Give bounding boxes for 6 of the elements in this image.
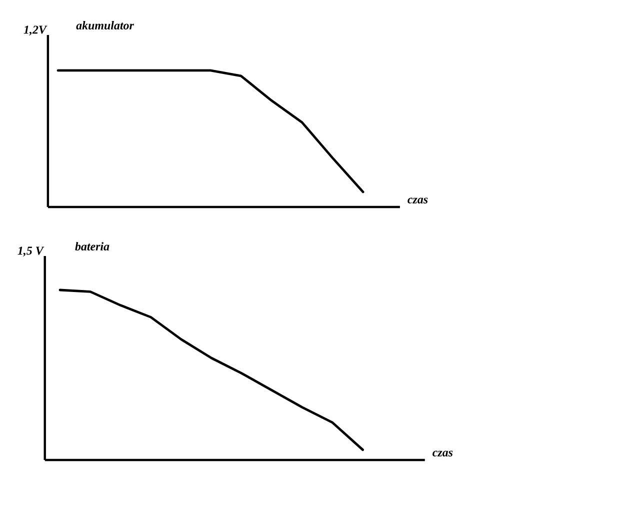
chart-title: bateria	[75, 242, 110, 251]
y-axis-title: 1,2V	[24, 26, 48, 36]
y-axis-title: 1,5 V	[18, 246, 44, 256]
chart-title: akumulator	[76, 21, 134, 30]
x-axis-title: czas	[408, 198, 428, 204]
x-axis-title: czas	[432, 450, 453, 456]
